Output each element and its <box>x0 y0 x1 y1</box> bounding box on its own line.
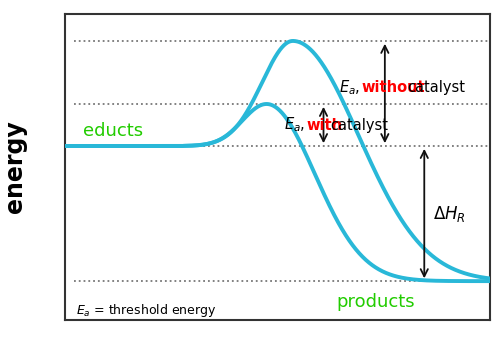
Text: $E_a$,: $E_a$, <box>284 116 306 134</box>
Text: $E_a$ = threshold energy: $E_a$ = threshold energy <box>76 302 216 319</box>
Text: with: with <box>307 118 343 133</box>
Text: energy: energy <box>3 121 27 213</box>
Text: without: without <box>362 80 425 95</box>
Text: catalyst: catalyst <box>407 80 465 95</box>
Text: educts: educts <box>82 122 142 140</box>
Text: $\Delta H_R$: $\Delta H_R$ <box>433 204 466 223</box>
Text: catalyst: catalyst <box>330 118 388 133</box>
Text: $E_a$,: $E_a$, <box>339 78 360 97</box>
Text: products: products <box>336 293 415 311</box>
